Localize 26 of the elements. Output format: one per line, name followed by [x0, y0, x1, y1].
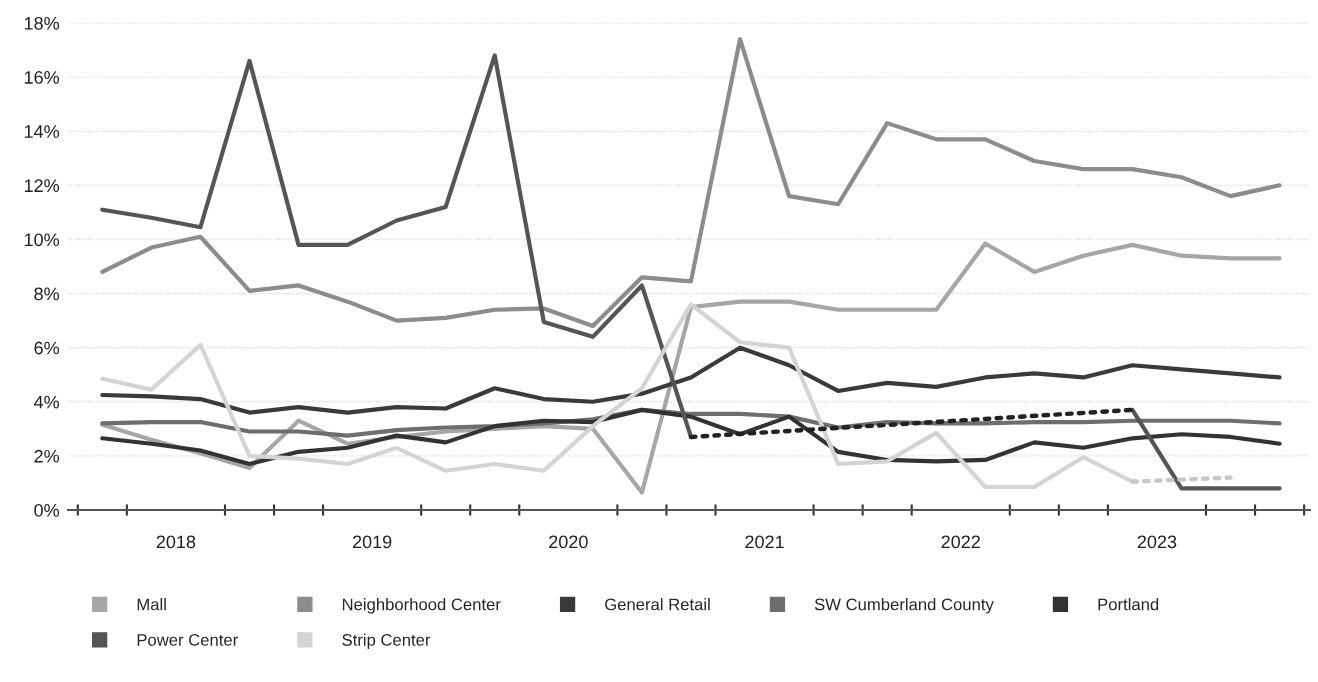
legend-label: Portland — [1098, 598, 1159, 611]
legend-label: General Retail — [605, 598, 710, 611]
x-tick-label: 2021 — [745, 535, 784, 549]
x-tick-label: 2020 — [549, 535, 588, 549]
y-tick-label: 4% — [33, 395, 60, 409]
x-tick-label: 2023 — [1137, 535, 1177, 549]
y-tick-label: 14% — [24, 125, 60, 138]
x-tick-label: 2019 — [352, 535, 392, 549]
y-tick-label: 16% — [24, 71, 60, 84]
legend-label: Neighborhood Center — [342, 598, 501, 614]
y-tick-label: 10% — [24, 233, 60, 247]
y-tick-label: 8% — [34, 287, 60, 301]
line-series — [100, 407, 1282, 467]
line-series — [100, 345, 1282, 415]
line-series — [100, 37, 1282, 329]
y-tick-label: 2% — [34, 449, 60, 463]
legend-label: Mall — [137, 598, 166, 611]
y-tick-label: 6% — [34, 341, 60, 355]
x-tick-label: 2018 — [156, 535, 196, 549]
legend-label: Strip Center — [342, 633, 431, 650]
y-tick-label: 12% — [24, 179, 60, 192]
legend-label: SW Cumberland County — [814, 598, 994, 614]
y-tick-label: 0% — [34, 503, 60, 517]
legend-label: Power Center — [137, 634, 238, 646]
x-tick-label: 2022 — [941, 535, 980, 549]
y-tick-label: 18% — [24, 16, 60, 30]
